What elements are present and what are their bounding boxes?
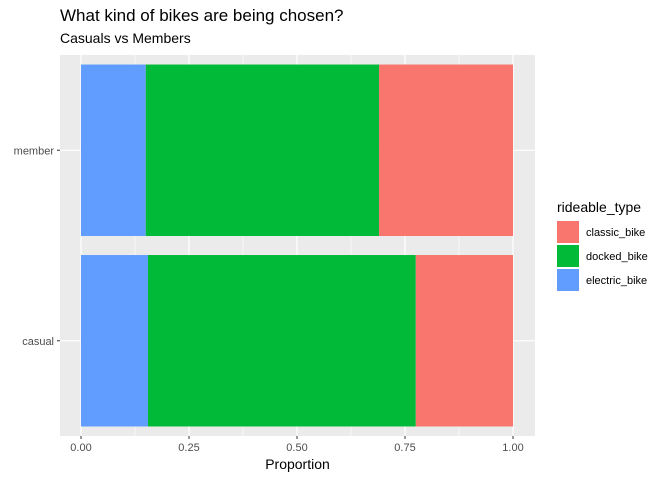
legend-key-electric_bike: [557, 269, 579, 291]
legend-label-electric_bike: electric_bike: [586, 275, 647, 287]
x-tick-label: 0.25: [178, 442, 199, 454]
x-tick-label: 1.00: [502, 442, 523, 454]
bar-casual-electric_bike: [81, 255, 148, 427]
x-tick-label: 0.50: [286, 442, 307, 454]
bar-casual-classic_bike: [415, 255, 513, 427]
bar-member-docked_bike: [145, 64, 380, 236]
bar-member-electric_bike: [81, 64, 146, 236]
legend-key-classic_bike: [557, 221, 579, 243]
bar-casual-docked_bike: [147, 255, 416, 427]
x-tick-label: 0.00: [70, 442, 91, 454]
x-axis-title: Proportion: [265, 456, 330, 472]
legend-key-docked_bike: [557, 245, 579, 267]
chart-title: What kind of bikes are being chosen?: [60, 6, 344, 25]
legend-label-docked_bike: docked_bike: [586, 251, 648, 263]
bar-member-classic_bike: [379, 64, 513, 236]
x-tick-label: 0.75: [394, 442, 415, 454]
y-tick-label-casual: casual: [22, 336, 54, 348]
y-tick-label-member: member: [14, 145, 55, 157]
legend-title: rideable_type: [557, 199, 641, 215]
legend: rideable_type classic_bike docked_bikeele…: [557, 199, 648, 291]
chart-subtitle: Casuals vs Members: [60, 30, 191, 46]
x-axis: 0.00 0.25 0.50 0.75 1.00: [70, 436, 524, 454]
legend-label-classic_bike: classic_bike: [586, 227, 645, 239]
y-axis: member casual: [14, 145, 60, 348]
bars-group: [81, 64, 513, 427]
